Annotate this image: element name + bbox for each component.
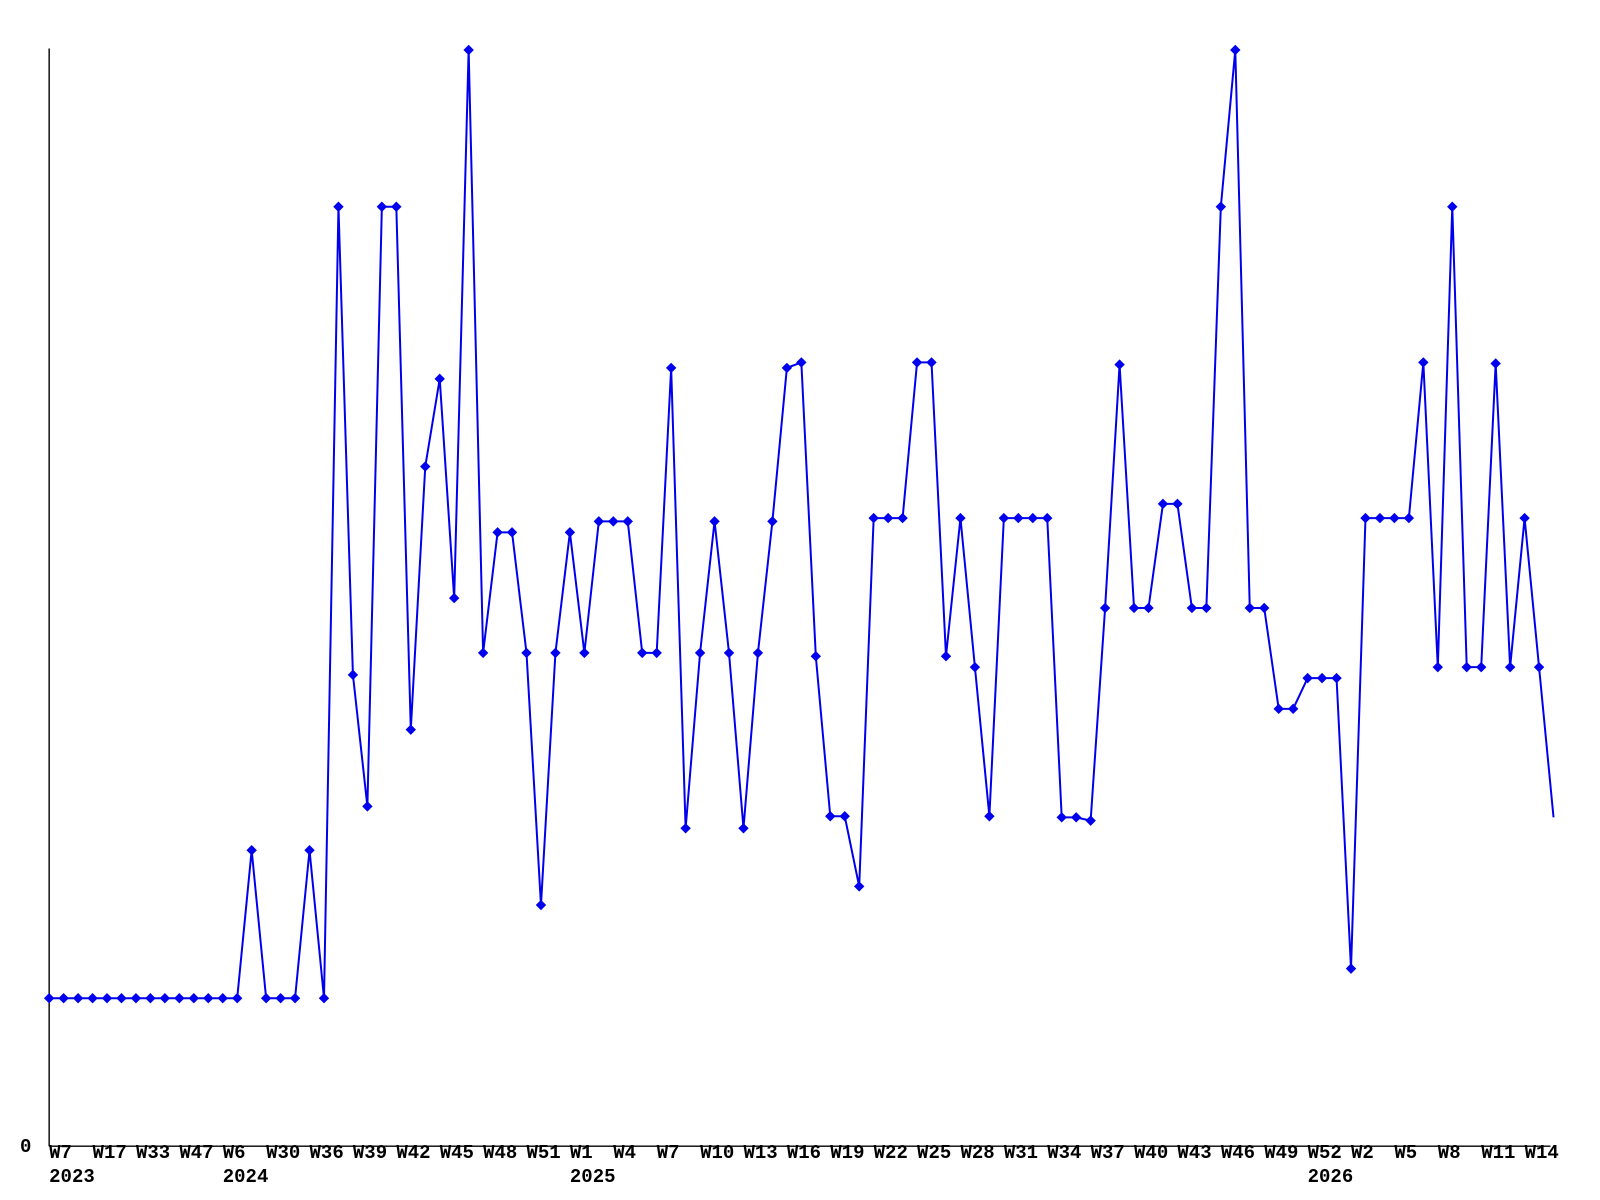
svg-text:W22: W22 [874,1142,908,1164]
svg-text:W49: W49 [1264,1142,1298,1164]
svg-text:W30: W30 [266,1142,300,1164]
svg-text:W6: W6 [223,1142,246,1164]
svg-text:W16: W16 [787,1142,821,1164]
svg-text:W46: W46 [1221,1142,1255,1164]
svg-text:W25: W25 [917,1142,951,1164]
svg-text:W42: W42 [396,1142,430,1164]
svg-text:W28: W28 [960,1142,994,1164]
svg-text:W10: W10 [700,1142,734,1164]
svg-text:W40: W40 [1134,1142,1168,1164]
svg-text:W34: W34 [1047,1142,1081,1164]
svg-text:W4: W4 [613,1142,636,1164]
svg-text:W5: W5 [1394,1142,1417,1164]
svg-text:W43: W43 [1177,1142,1211,1164]
svg-text:W7: W7 [657,1142,680,1164]
svg-text:2026: 2026 [1308,1166,1354,1188]
svg-text:W19: W19 [830,1142,864,1164]
svg-text:W51: W51 [527,1142,561,1164]
svg-text:W48: W48 [483,1142,517,1164]
svg-text:W1: W1 [570,1142,593,1164]
svg-text:W8: W8 [1438,1142,1461,1164]
svg-text:W17: W17 [93,1142,127,1164]
svg-text:2024: 2024 [223,1166,269,1188]
svg-text:W11: W11 [1481,1142,1515,1164]
svg-text:W39: W39 [353,1142,387,1164]
svg-text:W52: W52 [1308,1142,1342,1164]
svg-text:W37: W37 [1091,1142,1125,1164]
svg-text:2023: 2023 [49,1166,95,1188]
svg-text:W36: W36 [310,1142,344,1164]
svg-text:0: 0 [20,1136,31,1158]
svg-text:W13: W13 [743,1142,777,1164]
svg-text:W33: W33 [136,1142,170,1164]
svg-text:W7: W7 [49,1142,72,1164]
svg-text:W14: W14 [1525,1142,1559,1164]
svg-text:W31: W31 [1004,1142,1038,1164]
svg-text:2025: 2025 [570,1166,616,1188]
svg-text:W47: W47 [179,1142,213,1164]
svg-text:W45: W45 [440,1142,474,1164]
svg-text:W2: W2 [1351,1142,1374,1164]
